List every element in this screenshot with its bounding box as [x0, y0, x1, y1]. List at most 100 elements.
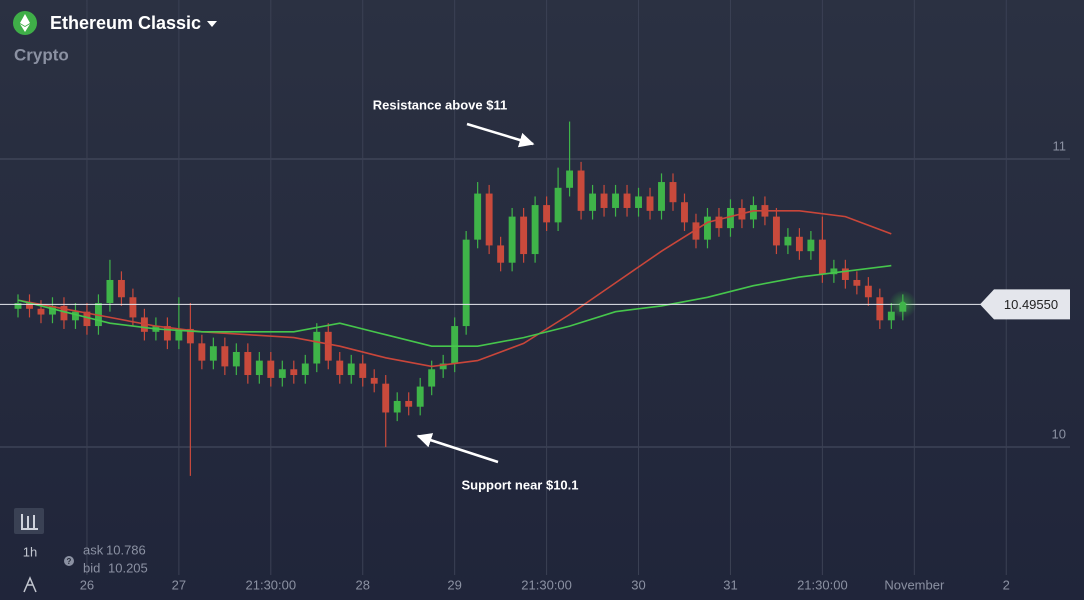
candle-body: [772, 216, 780, 246]
candle-body: [795, 236, 803, 252]
candle-body: [658, 182, 665, 211]
candle-body: [324, 331, 332, 361]
candle-body: [416, 386, 424, 407]
candle-body: [382, 383, 390, 413]
annotation-arrow: [416, 433, 499, 464]
candle-body: [198, 343, 206, 361]
annotation-arrow: [466, 122, 535, 148]
candle-body: [163, 326, 171, 341]
candle-body: [129, 297, 137, 318]
candle-body: [393, 400, 401, 413]
candle-body: [278, 369, 286, 378]
candle-body: [474, 193, 482, 240]
candle-body: [669, 182, 677, 203]
annotation: Support near $10.1: [461, 477, 578, 492]
y-tick-label: 10: [1052, 426, 1066, 441]
candle-body: [818, 239, 826, 275]
x-tick-label: November: [884, 577, 945, 592]
candle-body: [646, 196, 654, 211]
candle-body: [244, 351, 252, 376]
ask-label: ask: [83, 542, 104, 557]
candle-body: [359, 363, 367, 378]
chart-type-icon: [21, 514, 38, 530]
candle-body: [347, 363, 355, 376]
candle-body: [37, 308, 45, 315]
candle-body: [497, 245, 505, 263]
candle-body: [876, 297, 884, 321]
candle-body: [14, 303, 22, 309]
candle-body: [508, 216, 516, 263]
candle-body: [704, 216, 711, 240]
candle-body: [186, 328, 194, 344]
candle-body: [554, 187, 562, 223]
candle-body: [807, 239, 815, 252]
candle-body: [749, 205, 757, 220]
candle-body: [267, 360, 275, 378]
candle-body: [255, 360, 263, 376]
candle-body: [301, 363, 309, 376]
candle-body: [531, 205, 539, 255]
current-price-dot: [899, 301, 906, 308]
candle-body: [887, 311, 895, 321]
asset-icon-glyph: [20, 14, 30, 32]
help-icon[interactable]: [64, 556, 74, 566]
annotation: Resistance above $11: [373, 97, 507, 112]
x-tick-label: 2: [1003, 577, 1010, 592]
x-tick-label: 29: [447, 577, 461, 592]
candle-body: [106, 279, 114, 304]
x-tick-label: 31: [723, 577, 737, 592]
current-price-label: 10.49550: [1004, 297, 1058, 312]
candle-body: [853, 279, 861, 286]
y-tick-label: 11: [1053, 138, 1067, 153]
candle-body: [623, 193, 631, 208]
candle-body: [520, 216, 528, 255]
candle-body: [715, 216, 723, 229]
moving-average: [17, 210, 892, 368]
bid-label: bid: [83, 560, 100, 575]
candle-body: [784, 236, 792, 246]
timeframe[interactable]: 1h: [23, 544, 37, 559]
x-tick-label: 28: [356, 577, 370, 592]
candle-body: [175, 328, 183, 341]
help-glyph: ?: [67, 557, 72, 566]
moving-average: [17, 264, 892, 347]
candle-body: [439, 363, 447, 370]
bid-value: 10.205: [108, 560, 148, 575]
candle-body: [290, 369, 298, 376]
asset-category: Crypto: [14, 45, 69, 64]
tools-icon[interactable]: [23, 576, 37, 593]
candle-body: [577, 170, 585, 211]
x-tick-label: 21:30:00: [521, 577, 572, 592]
candle-body: [313, 331, 321, 364]
x-tick-label: 26: [80, 577, 94, 592]
candle-body: [681, 202, 688, 223]
candle-body: [864, 285, 872, 298]
asset-dropdown[interactable]: [207, 21, 217, 27]
x-tick-label: 27: [172, 577, 186, 592]
candle-body: [841, 268, 849, 280]
current-price-tag: [980, 289, 1070, 320]
candle-body: [49, 305, 56, 315]
candle-body: [612, 193, 619, 208]
candle-body: [635, 196, 642, 208]
ask-value: 10.786: [106, 542, 146, 557]
candle-body: [60, 305, 68, 321]
candle-body: [428, 369, 436, 387]
candle-body: [830, 268, 838, 275]
candle-body: [26, 303, 33, 309]
candle-body: [451, 326, 459, 364]
candle-body: [485, 193, 493, 246]
candle-body: [727, 207, 734, 229]
candle-body: [566, 170, 574, 188]
asset-name[interactable]: Ethereum Classic: [50, 13, 201, 33]
x-tick-label: 21:30:00: [246, 577, 297, 592]
candle-body: [72, 311, 79, 321]
candle-body: [600, 193, 608, 208]
candle-body: [232, 351, 240, 367]
candle-body: [83, 311, 91, 327]
candle-body: [117, 279, 125, 298]
candle-body: [462, 239, 470, 327]
